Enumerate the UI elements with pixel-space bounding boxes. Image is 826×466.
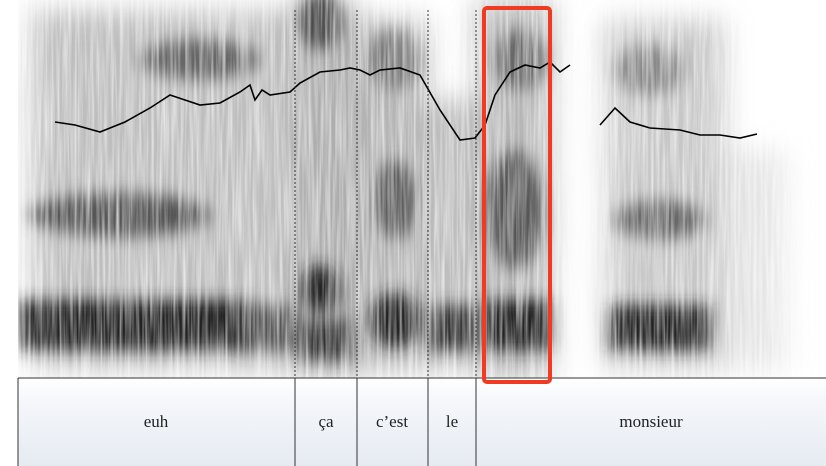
word-label: le [446,412,458,431]
word-label: ça [318,412,334,431]
word-label: c’est [376,412,408,431]
word-tier: euh ça c’est le monsieur [17,377,826,466]
word-label: euh [144,412,169,431]
pitch-contour [54,60,758,141]
highlight-box [482,6,552,384]
boundary-lines [294,10,477,378]
word-label: monsieur [619,412,683,431]
spectrogram [18,0,826,378]
